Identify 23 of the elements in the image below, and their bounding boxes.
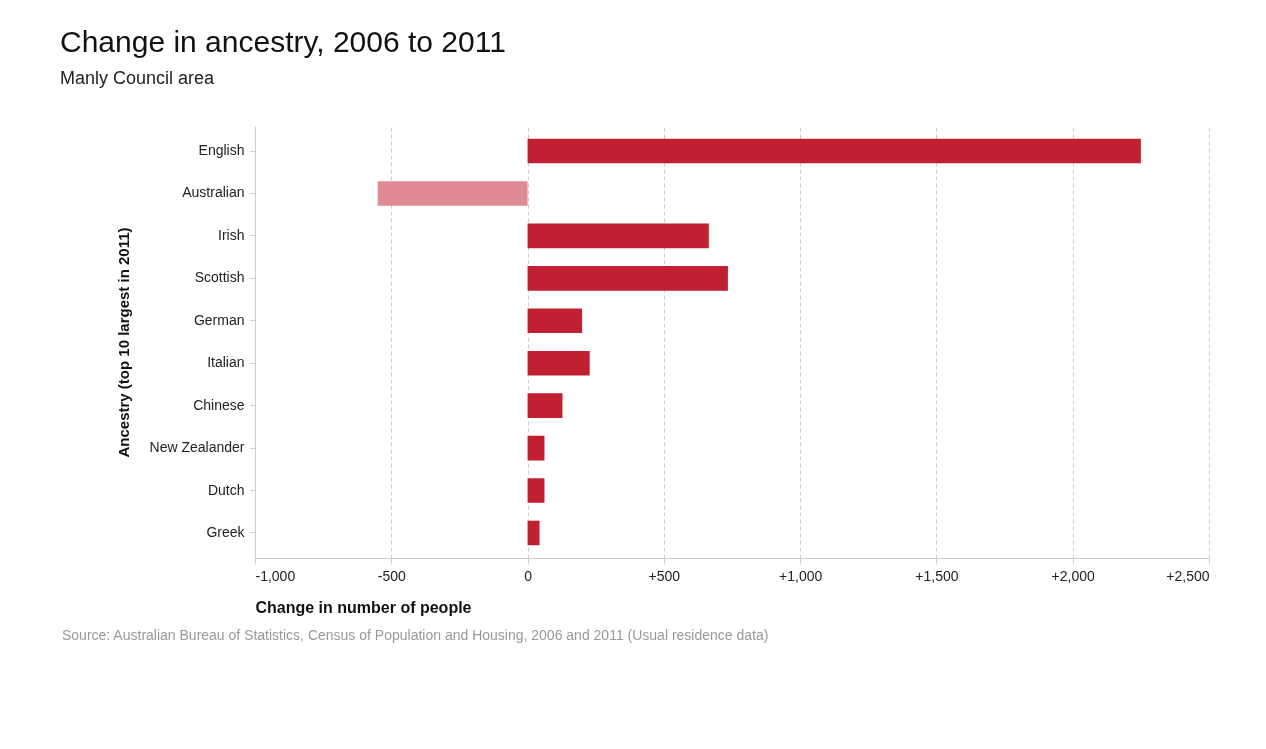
- x-tick-label: +500: [648, 567, 681, 584]
- y-tick-label: Australian: [182, 184, 245, 201]
- y-axis-title: Ancestry (top 10 largest in 2011): [114, 227, 132, 458]
- x-tick-label: -500: [377, 567, 406, 584]
- y-tick-label: Dutch: [207, 481, 245, 498]
- y-tick-label: Italian: [207, 354, 245, 371]
- y-tick-label: German: [193, 311, 245, 328]
- x-tick-label: -1,000: [255, 567, 296, 584]
- chart-title: Change in ancestry, 2006 to 2011: [60, 25, 506, 58]
- x-tick-label: +1,000: [779, 567, 823, 584]
- x-tick-label: 0: [524, 567, 533, 584]
- chart-subtitle: Manly Council area: [60, 68, 216, 88]
- y-tick-label: Scottish: [194, 269, 245, 286]
- x-tick-label: +2,500: [1166, 567, 1210, 584]
- y-tick-label: Greek: [206, 523, 246, 540]
- y-tick-label: New Zealander: [149, 439, 245, 456]
- x-axis-title: Change in number of people: [255, 598, 472, 616]
- x-tick-label: +1,500: [915, 567, 959, 584]
- y-tick-label: Irish: [218, 226, 245, 243]
- y-tick-label: English: [198, 142, 245, 159]
- x-tick-label: +2,000: [1051, 567, 1096, 584]
- y-tick-label: Chinese: [193, 396, 245, 413]
- source-note: Source: Australian Bureau of Statistics, Census of Population and Housing, 2006 and 2011 (Usual residence data): [62, 627, 770, 643]
